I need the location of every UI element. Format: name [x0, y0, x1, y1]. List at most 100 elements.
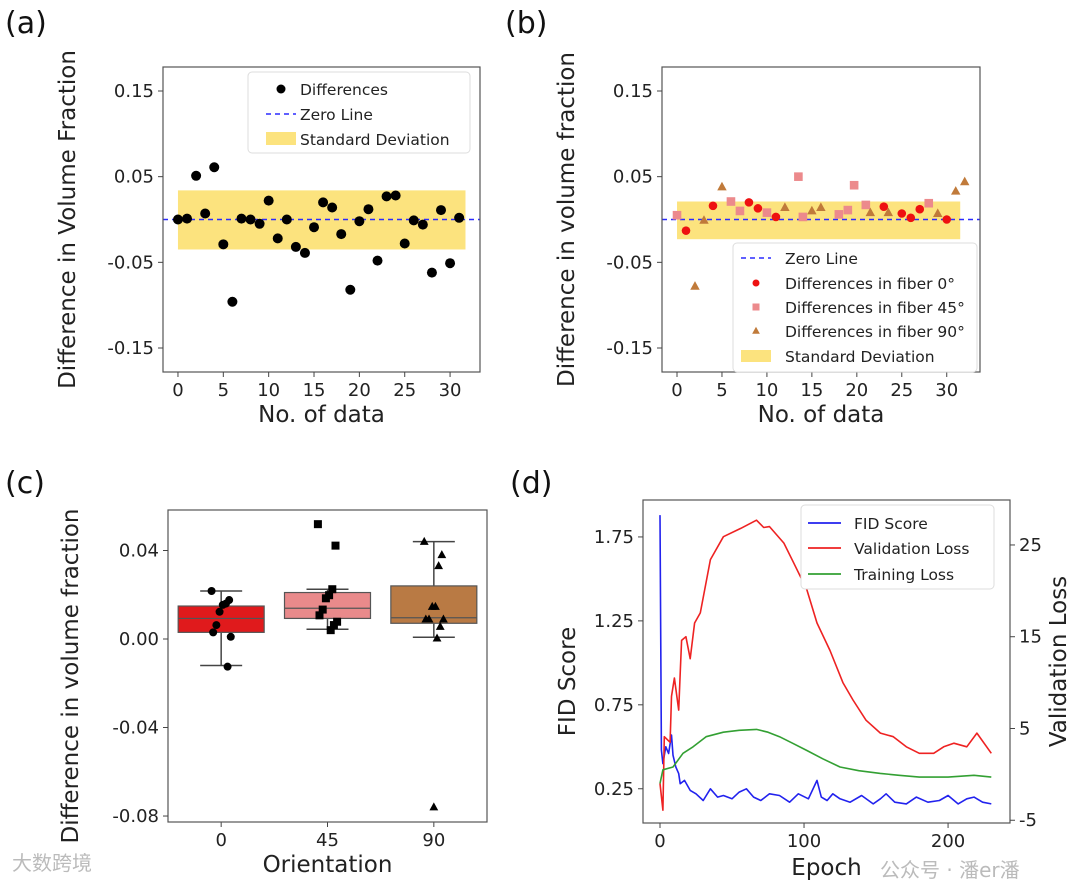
y-tick-label-right: 15 [1019, 627, 1042, 648]
legend-label: Differences [300, 81, 388, 99]
panel-label: (c) [5, 466, 45, 501]
legend-label: Standard Deviation [785, 348, 935, 366]
y-tick-label: -0.15 [606, 338, 653, 359]
legend-label: Differences in fiber 90° [785, 323, 965, 341]
data-point [942, 215, 952, 224]
data-point [212, 621, 221, 630]
legend: Zero Line Differences in fiber 0° Differen… [732, 242, 978, 373]
box-45 [283, 520, 372, 635]
data-point [429, 802, 439, 811]
y-tick-label: 0.05 [613, 167, 653, 188]
data-point [381, 191, 392, 202]
legend-marker-std-band [266, 132, 296, 145]
data-point [345, 284, 356, 295]
data-point [372, 255, 383, 266]
x-tick-label: 15 [800, 380, 823, 401]
x-tick-label: 5 [716, 380, 727, 401]
data-point [924, 198, 934, 208]
data-point [897, 209, 907, 218]
x-tick-label: 200 [931, 831, 965, 852]
data-point [959, 176, 970, 186]
y-tick-label: -0.05 [606, 252, 653, 273]
x-axis-label: No. of data [758, 402, 885, 428]
data-point [200, 208, 211, 219]
data-point [263, 195, 274, 206]
panel-a: (a) 0.15 0.05 -0.05 -0.15 0 5 10 15 20 25 30 No. of … [5, 6, 481, 428]
data-point [861, 200, 871, 210]
data-point [218, 239, 229, 250]
data-point [336, 229, 347, 240]
series-line-fid-score [659, 515, 992, 805]
legend-label: Standard Deviation [300, 131, 450, 149]
x-tick-label: 30 [439, 380, 462, 401]
series-differences-in-fiber-0- [681, 198, 952, 235]
data-point [426, 267, 437, 278]
data-point [865, 207, 876, 217]
data-point [318, 197, 329, 208]
y-axis-label-right: Validation Loss [1046, 576, 1072, 747]
data-point [207, 586, 216, 595]
data-point [209, 162, 220, 173]
x-tick-label: 45 [316, 830, 339, 851]
y-tick-label: -0.05 [107, 252, 154, 273]
panel-d: (d) 0.25 0.75 1.25 1.75 -5 5 15 25 0 100 200 Epoch FI… [510, 466, 1072, 881]
x-tick-label: 5 [218, 380, 229, 401]
x-tick-label: 0 [671, 380, 682, 401]
series-differences-in-fiber-90- [690, 176, 970, 290]
data-point [883, 207, 894, 217]
data-point [843, 205, 853, 215]
data-point [419, 536, 429, 545]
x-tick-label: 90 [422, 830, 445, 851]
data-point [390, 190, 401, 201]
data-point [321, 594, 330, 603]
watermark-right: 公众号 · 潘er潘 [880, 858, 1020, 882]
data-point [434, 561, 444, 570]
data-point [834, 210, 844, 219]
panel-b: (b) 0.15 0.05 -0.05 -0.15 0 5 10 15 20 25 30 No. of … [505, 6, 981, 428]
x-axis-label: Epoch [791, 855, 861, 881]
data-point [780, 202, 790, 211]
data-point [437, 550, 447, 559]
data-point [435, 205, 446, 216]
panel-c: (c) 0 45 90 0.04 0.00 -0.04 -0.08 Orientation Dif… [5, 466, 488, 878]
box-90 [390, 536, 478, 811]
legend-label: Differences in fiber 0° [785, 275, 955, 293]
data-point [363, 204, 374, 215]
x-tick-label: 25 [393, 380, 416, 401]
y-axis-label: Difference in Volume Fraction [55, 50, 81, 389]
data-point [236, 213, 247, 224]
legend-marker-fiber45 [752, 303, 760, 311]
y-tick-label: 0.00 [119, 629, 159, 650]
data-point [744, 198, 754, 207]
data-point [309, 222, 320, 233]
panel-label: (d) [510, 466, 552, 501]
box-0 [177, 586, 265, 671]
series-line-training-loss [659, 728, 992, 784]
data-point [807, 205, 817, 215]
data-point [906, 213, 916, 223]
data-point [417, 219, 428, 230]
data-point [315, 611, 324, 620]
data-point [254, 218, 265, 229]
y-tick-label-right: 25 [1019, 535, 1042, 556]
data-point [798, 212, 808, 222]
data-point [318, 605, 327, 614]
data-point [708, 201, 718, 211]
data-point [950, 186, 961, 195]
y-tick-label-right: -5 [1019, 810, 1037, 831]
data-point [223, 662, 232, 671]
data-point [794, 172, 803, 181]
data-point [215, 607, 224, 616]
data-point [726, 197, 736, 206]
y-tick-label: -0.04 [112, 718, 159, 739]
y-tick-label: 1.25 [594, 611, 634, 632]
data-point [172, 214, 183, 225]
legend-label: Differences in fiber 45° [785, 299, 965, 317]
legend: FID Score Validation Loss Training Loss [800, 504, 995, 590]
y-axis-label: Difference in volume fraction [58, 508, 84, 843]
axes-frame [642, 499, 1011, 824]
data-point [399, 238, 410, 249]
data-point [690, 281, 700, 290]
y-tick-label-right: 5 [1019, 718, 1030, 739]
data-point [327, 202, 338, 213]
